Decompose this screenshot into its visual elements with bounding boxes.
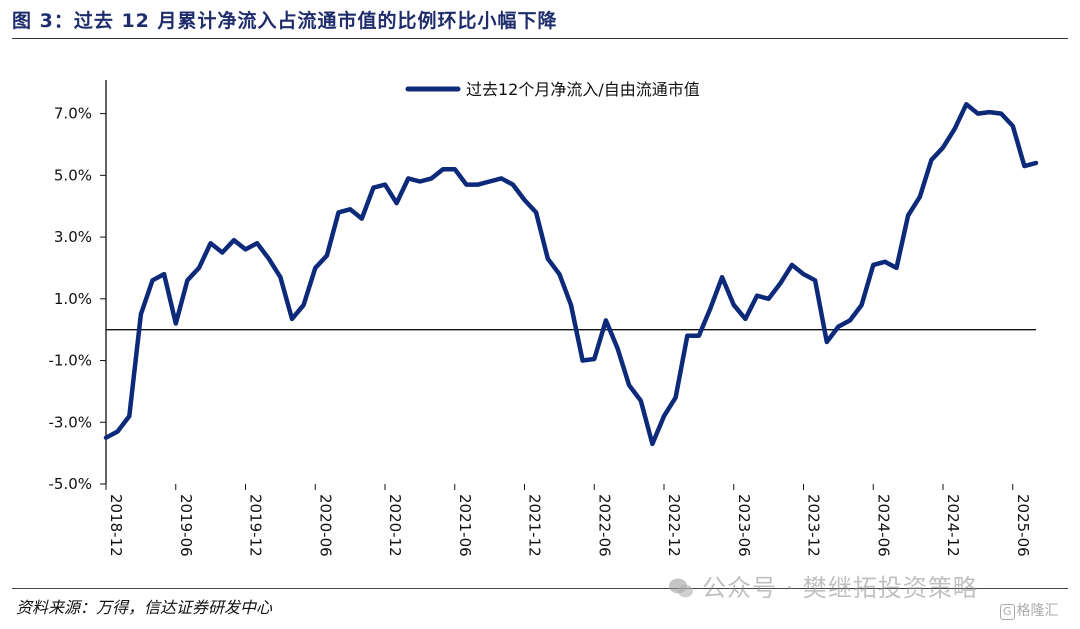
x-tick-label: 2023-12: [805, 494, 823, 557]
x-tick-label: 2019-06: [177, 494, 195, 557]
x-tick-label: 2021-12: [526, 494, 544, 557]
y-tick-label: 1.0%: [54, 290, 92, 308]
source-note: 资料来源：万得，信达证券研发中心: [16, 598, 273, 617]
x-tick-label: 2021-06: [456, 494, 474, 557]
x-tick-label: 2019-12: [247, 494, 265, 557]
title-rule: [12, 38, 1068, 39]
x-tick-label: 2023-06: [735, 494, 753, 557]
wechat-icon: [669, 578, 693, 598]
x-tick-label: 2024-06: [874, 494, 892, 557]
line-chart: -5.0%-3.0%-1.0%1.0%3.0%5.0%7.0% 2018-12 2…: [48, 80, 1039, 557]
y-tick-label: -5.0%: [48, 475, 92, 493]
y-tick-label: -3.0%: [48, 413, 92, 431]
x-tick-label: 2022-06: [595, 494, 613, 557]
chart-title: 图 3：过去 12 月累计净流入占流通市值的比例环比小幅下降: [12, 10, 558, 32]
series-group: [103, 102, 1039, 447]
watermark-text: 公众号 · 樊继拓投资策略: [702, 574, 978, 602]
x-tick-label: 2022-12: [665, 494, 683, 557]
y-tick-label: 5.0%: [54, 166, 92, 184]
legend: 过去12个月净流入/自由流通市值: [405, 80, 700, 99]
x-tick-label: 2025-06: [1014, 494, 1032, 557]
y-axis: -5.0% -3.0% -1.0% 1.0% 3.0% 5.0% 7.0%: [48, 80, 107, 493]
y-tick-label: 7.0%: [54, 105, 92, 123]
x-tick-label: 2020-06: [316, 494, 334, 557]
y-tick-label: -1.0%: [48, 352, 92, 370]
logo-text: 格隆汇: [1016, 603, 1059, 619]
gelonghui-logo: G 格隆汇: [1000, 600, 1059, 620]
x-tick-label: 2018-12: [107, 494, 125, 557]
logo-g-icon: G: [1000, 604, 1015, 620]
x-axis: 2018-12 2019-06 2019-12 2020-06 2020-12 2021-…: [105, 329, 1036, 557]
legend-label: 过去12个月净流入/自由流通市值: [466, 80, 700, 99]
series-line: [103, 102, 1039, 447]
x-tick-label: 2020-12: [386, 494, 404, 557]
footer-rule: [12, 588, 1068, 589]
x-tick-label: 2024-12: [944, 494, 962, 557]
watermark: 公众号 · 樊继拓投资策略: [668, 568, 978, 603]
y-tick-label: 3.0%: [54, 228, 92, 246]
